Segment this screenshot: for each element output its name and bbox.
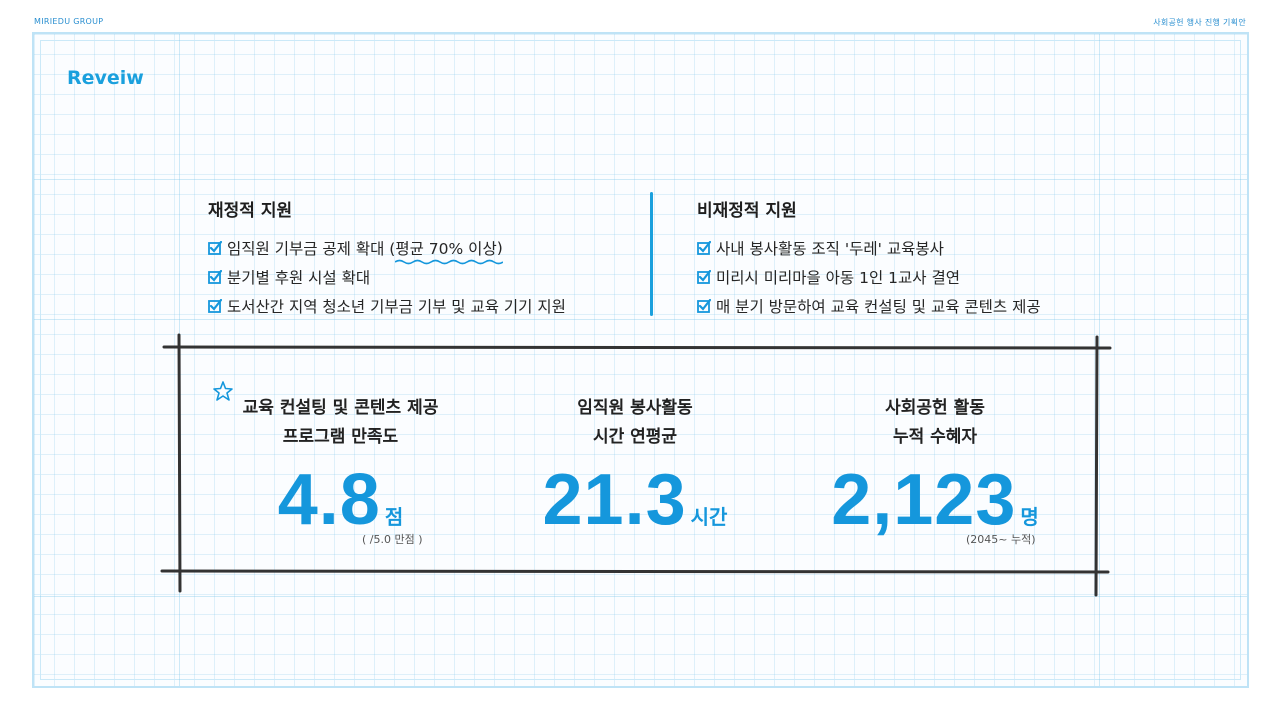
nonfinancial-item: 미리시 미리마을 아동 1인 1교사 결연 (697, 262, 1041, 291)
stat-label-line1: 교육 컨설팅 및 콘텐츠 제공 (242, 398, 439, 418)
star-doodle-icon (213, 381, 233, 405)
stat-value: 4.8 (277, 460, 381, 540)
stat-unit: 명 (1020, 505, 1039, 529)
brand-label: MIRIEDU GROUP (34, 17, 104, 26)
highlight-text: 평균 70% 이상 (395, 239, 497, 258)
nonfinancial-heading: 비재정적 지원 (697, 201, 797, 221)
checkbox-checked-icon (697, 269, 711, 284)
section-title: Reveiw (67, 67, 144, 89)
wavy-underline (395, 259, 504, 264)
stat-unit: 시간 (690, 505, 728, 529)
nonfinancial-item-label: 매 분기 방문하여 교육 컨설팅 및 교육 콘텐츠 제공 (716, 297, 1041, 316)
stat-note: ( /5.0 만점 ) (362, 533, 423, 546)
checkbox-checked-icon (697, 298, 711, 313)
financial-item: 도서산간 지역 청소년 기부금 기부 및 교육 기기 지원 (208, 291, 566, 320)
grid-major-line (34, 319, 1247, 320)
stat-value: 2,123 (831, 460, 1017, 540)
stat-value-row: 4.8 점 (228, 460, 453, 540)
stat-satisfaction: 교육 컨설팅 및 콘텐츠 제공 프로그램 만족도 4.8 점 (228, 394, 453, 540)
stat-unit: 점 (384, 505, 404, 529)
stat-label-line1: 임직원 봉사활동 (577, 398, 693, 418)
sketch-frame (160, 333, 1112, 597)
financial-item: 분기별 후원 시설 확대 (208, 262, 566, 291)
stat-value-row: 21.3 시간 (530, 460, 740, 540)
nonfinancial-support-column: 비재정적 지원 사내 봉사활동 조직 '두레' 교육봉사 미리시 미리마을 아동… (697, 193, 1041, 320)
nonfinancial-item-label: 미리시 미리마을 아동 1인 1교사 결연 (716, 268, 960, 287)
nonfinancial-item-label: 사내 봉사활동 조직 '두레' 교육봉사 (716, 239, 944, 258)
financial-heading: 재정적 지원 (208, 201, 293, 221)
grid-major-line (34, 179, 1247, 180)
stat-label-line2: 프로그램 만족도 (282, 427, 399, 447)
nonfinancial-item: 매 분기 방문하여 교육 컨설팅 및 교육 콘텐츠 제공 (697, 291, 1041, 320)
stat-value: 21.3 (542, 460, 687, 540)
financial-item: 임직원 기부금 공제 확대 (평균 70% 이상) (208, 233, 566, 264)
highlighted-phrase: 평균 70% 이상 (395, 237, 504, 264)
document-title: 사회공헌 행사 진행 기획안 (1153, 18, 1246, 27)
financial-item-suffix: ) (496, 238, 503, 257)
stat-volunteer-hours: 임직원 봉사활동 시간 연평균 21.3 시간 (530, 394, 740, 540)
financial-item-label: 분기별 후원 시설 확대 (227, 268, 371, 287)
grid-major-line (34, 596, 1247, 597)
checkbox-checked-icon (208, 269, 222, 284)
nonfinancial-item: 사내 봉사활동 조직 '두레' 교육봉사 (697, 233, 1041, 262)
stats-panel (160, 333, 1120, 598)
stat-label-line2: 시간 연평균 (592, 427, 678, 447)
column-divider (650, 192, 653, 316)
stat-value-row: 2,123 명 (810, 460, 1060, 540)
stat-beneficiaries: 사회공헌 활동 누적 수혜자 2,123 명 (810, 394, 1060, 540)
financial-item-prefix: 임직원 기부금 공제 확대 ( (227, 239, 396, 258)
financial-support-column: 재정적 지원 임직원 기부금 공제 확대 (평균 70% 이상) 분기별 후원 … (208, 193, 566, 320)
stat-note: (2045~ 누적) (966, 533, 1036, 546)
grid-sheet (32, 32, 1249, 688)
grid-major-line (1099, 34, 1100, 686)
financial-item-label: 도서산간 지역 청소년 기부금 기부 및 교육 기기 지원 (227, 297, 566, 316)
stat-label-line1: 사회공헌 활동 (885, 398, 985, 418)
stat-label-line2: 누적 수혜자 (892, 427, 978, 447)
checkbox-checked-icon (697, 240, 711, 255)
checkbox-checked-icon (208, 298, 222, 313)
checkbox-checked-icon (208, 240, 222, 255)
